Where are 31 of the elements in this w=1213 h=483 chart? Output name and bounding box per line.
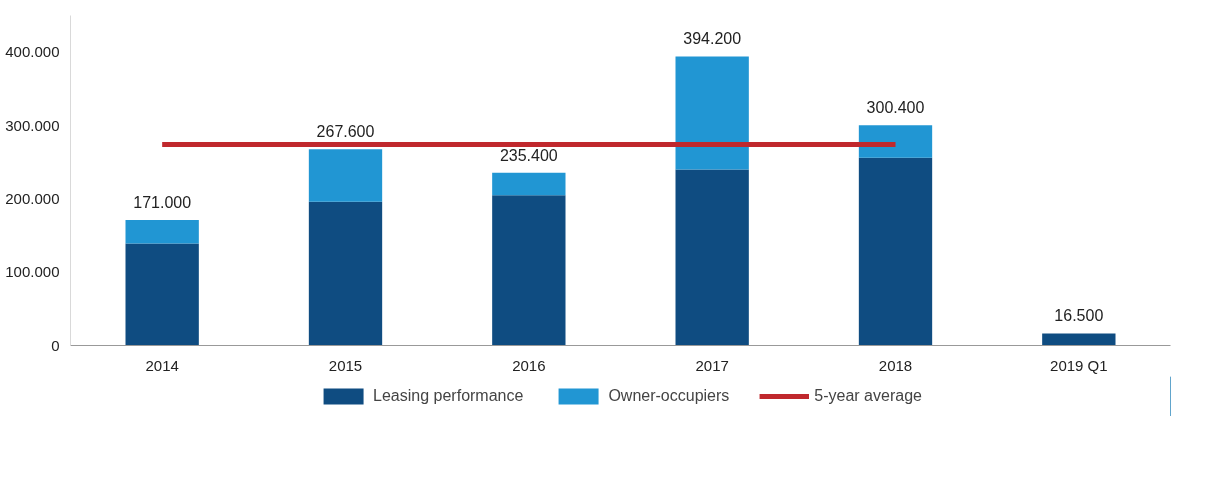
total-label: 394.200 [683, 30, 742, 48]
total-label: 171.000 [133, 194, 192, 212]
legend-label: 5-year average [814, 387, 922, 405]
total-label: 300.400 [866, 99, 925, 117]
y-tick-label: 400.000 [5, 43, 60, 61]
legend-label: Leasing performance [373, 387, 524, 405]
total-label: 16.500 [1054, 307, 1104, 325]
total-label: 267.600 [316, 123, 375, 141]
y-tick-label: 0 [51, 336, 60, 354]
bar [675, 56, 749, 170]
y-tick-label: 200.000 [5, 189, 60, 207]
bar [675, 169, 749, 346]
bar [308, 201, 383, 346]
bar [125, 243, 199, 346]
x-tick-label: 2018 [878, 356, 913, 374]
total-label: 235.400 [499, 146, 558, 164]
bar [1042, 333, 1116, 346]
x-tick-label: 2017 [695, 356, 729, 374]
x-tick-label: 2014 [145, 356, 179, 374]
bar [858, 125, 933, 158]
legend-label: Owner-occupiers [608, 387, 730, 405]
x-tick-label: 2015 [328, 356, 363, 374]
y-tick-label: 300.000 [5, 116, 60, 134]
bar [492, 172, 566, 196]
bar [308, 149, 383, 202]
bar [858, 157, 933, 346]
x-tick-label: 2019 Q1 [1050, 356, 1108, 374]
bar [125, 220, 199, 244]
bar [492, 195, 566, 346]
x-tick-label: 2016 [512, 356, 546, 374]
y-tick-label: 100.000 [5, 263, 60, 281]
